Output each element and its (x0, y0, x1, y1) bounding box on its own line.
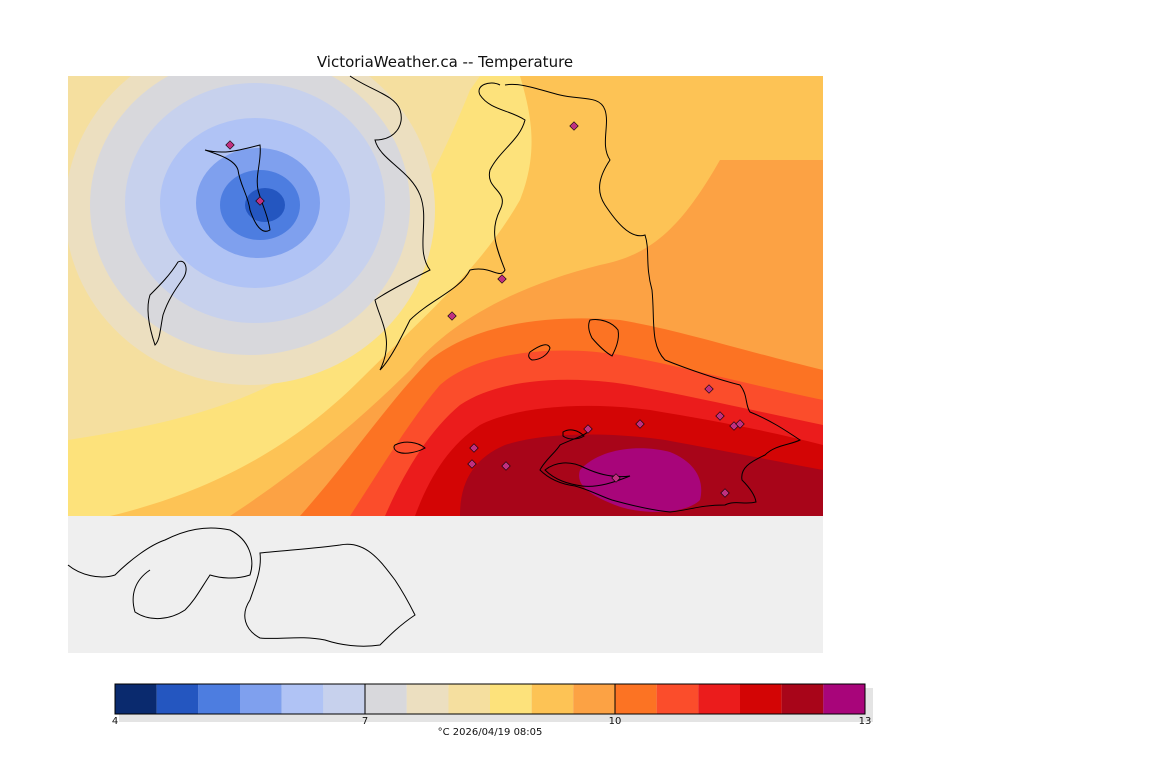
colorbar-tick-label: 4 (111, 716, 119, 727)
colorbar-bin-0 (115, 684, 157, 714)
colorbar-bin-4 (281, 684, 324, 714)
colorbar-bin-12 (615, 684, 657, 714)
colorbar-bin-15 (740, 684, 782, 714)
station-marker (583, 424, 593, 434)
colorbar-bin-5 (323, 684, 365, 714)
colorbar-bin-7 (406, 684, 449, 714)
colorbar-bin-10 (531, 684, 574, 714)
colorbar-bin-13 (656, 684, 699, 714)
station-marker (497, 274, 507, 284)
colorbar-bin-3 (240, 684, 282, 714)
station-marker (447, 311, 457, 321)
band-12.5 (579, 448, 702, 512)
station-marker (569, 121, 579, 131)
temperature-contours (68, 76, 823, 516)
station-marker (225, 140, 235, 150)
colorbar-bin-6 (365, 684, 407, 714)
station-marker (467, 459, 477, 469)
james-island (147, 260, 187, 346)
islet-2 (528, 344, 551, 361)
colorbar-tick-label: 10 (608, 716, 622, 727)
station-marker (715, 411, 725, 421)
no-data-region (68, 516, 490, 653)
station-marker (501, 461, 511, 471)
saltspring-coast (504, 83, 801, 513)
station-marker (635, 419, 645, 429)
map-title: VictoriaWeather.ca -- Temperature (316, 53, 574, 71)
colorbar-units-timestamp: °C 2026/04/19 08:05 (437, 727, 543, 738)
band-4.5 (245, 188, 285, 222)
mainland-coast (349, 75, 526, 371)
station-marker (255, 196, 265, 206)
colorbar-bin-8 (448, 684, 490, 714)
colorbar-tick-label: 7 (361, 716, 369, 727)
weather-stations (225, 121, 745, 498)
colorbar-bin-14 (698, 684, 740, 714)
colorbar-bin-17 (823, 684, 865, 714)
coastlines (67, 75, 801, 647)
colorbar (114, 683, 873, 722)
station-marker (735, 419, 745, 429)
colorbar-bin-11 (573, 684, 615, 714)
colorbar-bin-1 (156, 684, 199, 714)
colorbar-bin-16 (781, 684, 824, 714)
harbour-inlet (544, 429, 631, 487)
islet-1 (588, 319, 619, 357)
colorbar-bin-2 (198, 684, 240, 714)
sidney-island (204, 144, 271, 232)
station-marker (469, 443, 479, 453)
station-marker (720, 488, 730, 498)
islet-3 (393, 441, 426, 454)
station-marker (704, 384, 714, 394)
lower-coast (67, 527, 416, 647)
colorbar-bin-9 (490, 684, 532, 714)
colorbar-ticks (114, 684, 866, 714)
colorbar-bins (115, 684, 865, 714)
station-marker (611, 473, 621, 483)
colorbar-tick-label: 13 (858, 716, 872, 727)
